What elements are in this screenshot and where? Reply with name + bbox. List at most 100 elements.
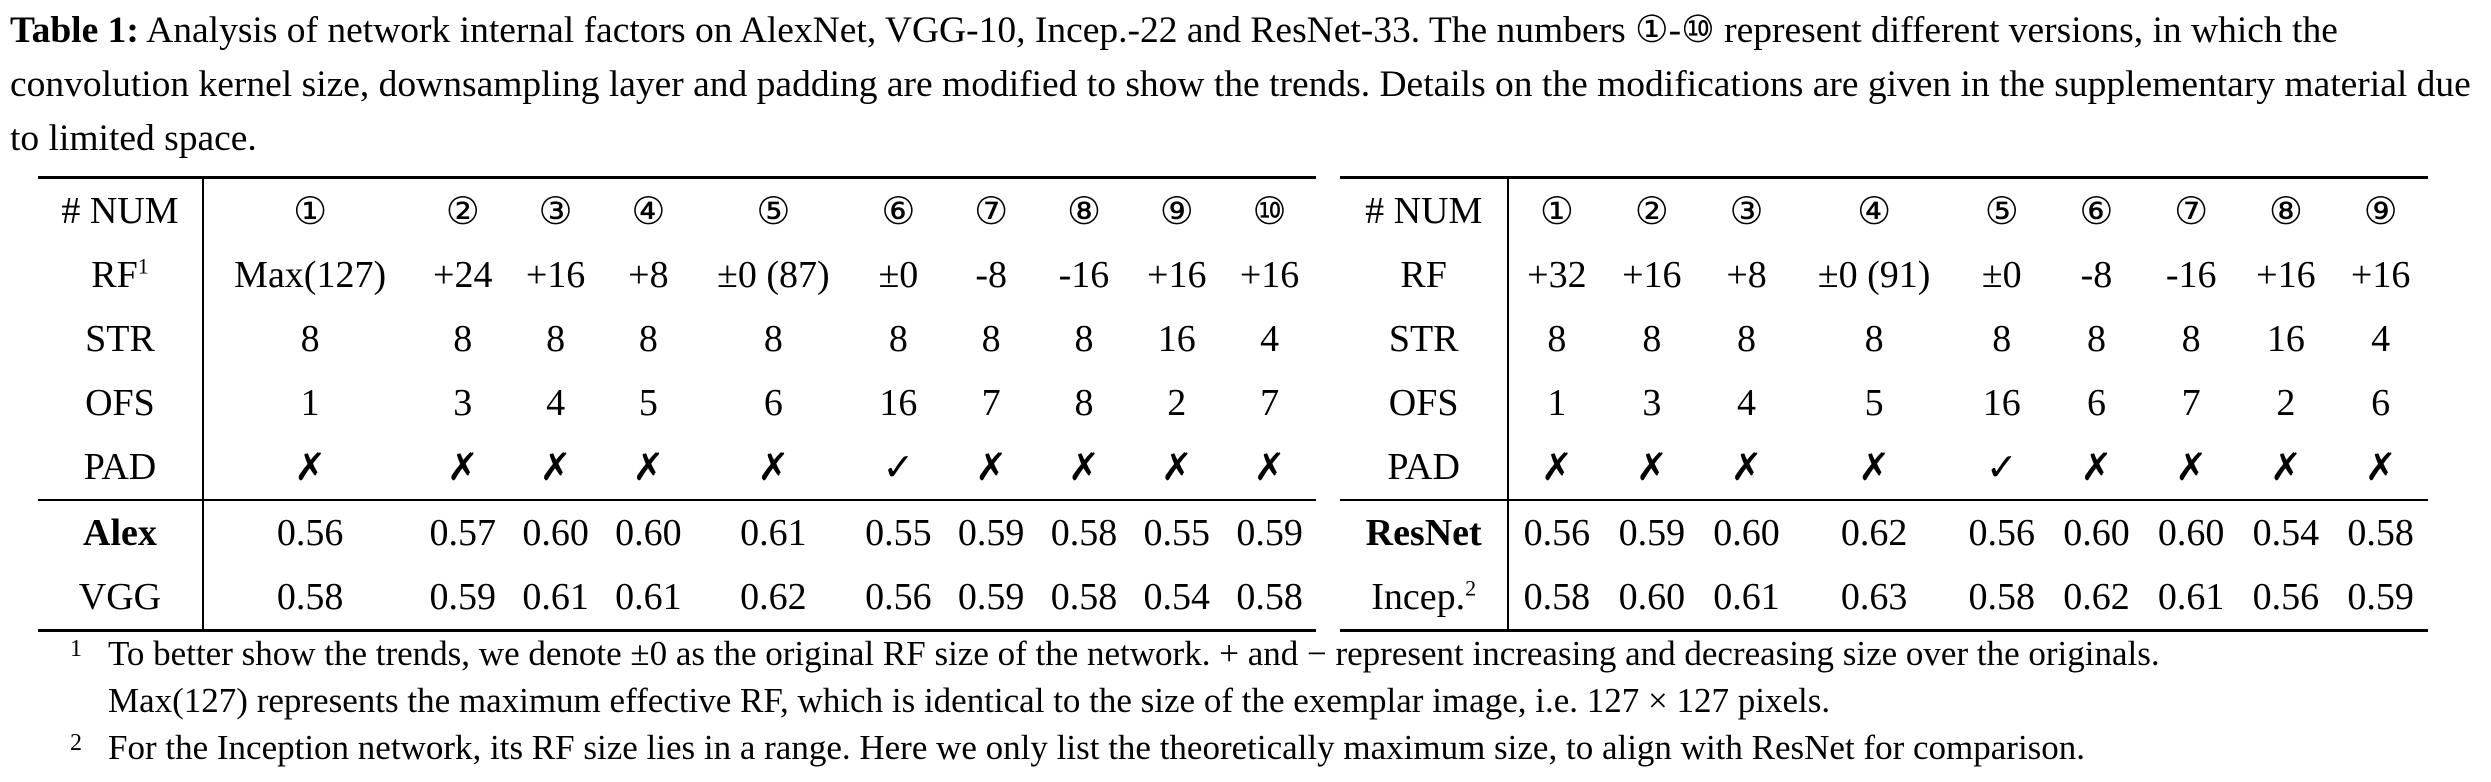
score-cell: 0.58 — [202, 565, 417, 632]
model-label: ResNet — [1340, 499, 1510, 565]
table-cell: -16 — [2165, 254, 2217, 296]
footnote-2: 2 For the Inception network, its RF size… — [70, 724, 2490, 771]
score-cell: 0.58 — [1037, 565, 1131, 632]
table-cell: 8 — [1992, 318, 2012, 360]
table-cell: ✗ — [1160, 446, 1193, 489]
table-cell: 8 — [888, 318, 908, 360]
table-cell: 1 — [1547, 382, 1567, 424]
table-cell: 4 — [1737, 382, 1757, 424]
table-cell: ✓ — [882, 446, 915, 489]
footnote-1: 1 To better show the trends, we denote ±… — [70, 630, 2490, 724]
table-cell: ✗ — [1540, 446, 1573, 489]
row-label: RF1 — [38, 243, 204, 307]
footnote-ref: 1 — [137, 253, 149, 279]
model-row: ResNet 0.56 0.59 0.60 0.62 0.56 0.60 0.60 0.54 0.… — [1340, 499, 2428, 565]
table-cell: ✗ — [1068, 446, 1100, 489]
model-row: Incep.2 0.58 0.60 0.61 0.63 0.58 0.62 0.61 0.56 0… — [1340, 565, 2428, 632]
score-cell: 0.60 — [601, 499, 695, 565]
row-label-text: PAD — [1387, 446, 1460, 488]
version-header: ⑦ — [2143, 176, 2239, 243]
version-header: ④ — [1793, 176, 1955, 243]
row-label-text: PAD — [83, 446, 157, 488]
score-cell: 0.59 — [416, 565, 510, 632]
footnote-ref: 2 — [1465, 575, 1477, 601]
header-row: # NUM ① ② ③ ④ ⑤ ⑥ ⑦ ⑧ ⑨ ⑩ — [38, 176, 1316, 243]
table-cell: 16 — [879, 382, 918, 424]
version-header: ⑨ — [1130, 176, 1224, 243]
model-label: VGG — [38, 565, 204, 632]
table-cell: 16 — [1982, 382, 2021, 424]
table-cell: +8 — [1726, 254, 1767, 296]
table-cell: 16 — [2266, 318, 2305, 360]
version-header: ⑥ — [2049, 176, 2144, 243]
right-table: # NUM ① ② ③ ④ ⑤ ⑥ ⑦ ⑧ ⑨ RF +32 +16 +8 ±0 (91) ±0 -8 -16 +1… — [1340, 176, 2428, 632]
model-label: Alex — [38, 499, 204, 565]
score-cell: 0.61 — [1699, 565, 1794, 632]
factor-row: OFS 1 3 4 5 6 16 7 8 2 7 — [38, 371, 1316, 435]
score-cell: 0.62 — [1793, 499, 1955, 565]
table-cell: 6 — [2086, 382, 2106, 424]
score-cell: 0.58 — [1508, 565, 1605, 632]
score-cell: 0.59 — [1604, 499, 1700, 565]
version-header: ② — [416, 176, 510, 243]
table-cell: 8 — [763, 318, 783, 360]
table-cell: 8 — [1642, 318, 1662, 360]
factor-row: STR 8 8 8 8 8 8 8 16 4 — [1340, 307, 2428, 371]
row-label: STR — [38, 307, 204, 371]
version-header: ④ — [601, 176, 695, 243]
score-cell: 0.61 — [509, 565, 602, 632]
left-table: # NUM ① ② ③ ④ ⑤ ⑥ ⑦ ⑧ ⑨ ⑩ RF1 Max(127) +24 +16 +8 ±0 (87… — [38, 176, 1316, 632]
row-label: RF — [1340, 243, 1510, 307]
table-cell: 8 — [1737, 318, 1757, 360]
version-header: ① — [1508, 176, 1605, 243]
footnotes: 1 To better show the trends, we denote ±… — [70, 630, 2490, 771]
score-cell: 0.63 — [1793, 565, 1955, 632]
table-cell: ✗ — [975, 446, 1008, 489]
model-label-text: ResNet — [1365, 512, 1482, 554]
table-cell: +16 — [2256, 254, 2316, 296]
score-cell: 0.56 — [1954, 499, 2050, 565]
model-label-text: Incep. — [1371, 576, 1466, 618]
table-cell: 6 — [763, 382, 783, 424]
table-cell: 8 — [1864, 318, 1884, 360]
table-cell: ✓ — [1985, 446, 2018, 489]
table-cell: +8 — [628, 254, 669, 296]
table-cell: ±0 (91) — [1817, 254, 1931, 296]
table-cell: 5 — [1864, 382, 1884, 424]
table-cell: +32 — [1527, 254, 1587, 296]
table-cell: ✗ — [2080, 446, 2113, 489]
table-cell: 3 — [453, 382, 473, 424]
footnote-mark: 1 — [70, 636, 82, 662]
table-cell: 8 — [1074, 382, 1094, 424]
table-cell: Max(127) — [234, 254, 387, 296]
model-label-text: Alex — [83, 512, 157, 554]
row-label-text: OFS — [1388, 382, 1459, 424]
model-row: VGG 0.58 0.59 0.61 0.61 0.62 0.56 0.59 0.58 0.54 0… — [38, 565, 1316, 632]
score-cell: 0.54 — [1130, 565, 1224, 632]
row-label-text: STR — [85, 318, 155, 360]
table-cell: 5 — [638, 382, 658, 424]
table-cell: +16 — [1147, 254, 1207, 296]
row-label: # NUM — [38, 176, 204, 243]
row-label: PAD — [1340, 435, 1510, 500]
row-label-text: OFS — [85, 382, 155, 424]
score-cell: 0.58 — [1037, 499, 1131, 565]
version-header: ⑩ — [1223, 176, 1316, 243]
table-cell: +16 — [2350, 254, 2411, 296]
table-cell: ✗ — [539, 446, 572, 489]
table-cell: 2 — [1167, 382, 1187, 424]
table-cell: ✗ — [1635, 446, 1668, 489]
table-cell: 4 — [546, 382, 566, 424]
caption-text: Analysis of network internal factors on … — [10, 10, 2471, 159]
table-cell: 7 — [1260, 382, 1280, 424]
score-cell: 0.55 — [851, 499, 945, 565]
score-cell: 0.58 — [1223, 565, 1316, 632]
model-label-text: VGG — [78, 576, 162, 618]
table-cell: ±0 — [1981, 254, 2022, 296]
version-header: ⑧ — [2238, 176, 2334, 243]
table-caption: Table 1: Analysis of network internal fa… — [10, 4, 2485, 166]
table-cell: +16 — [525, 254, 586, 296]
version-header: ③ — [509, 176, 602, 243]
version-header: ⑥ — [851, 176, 945, 243]
table-cell: 16 — [1157, 318, 1196, 360]
